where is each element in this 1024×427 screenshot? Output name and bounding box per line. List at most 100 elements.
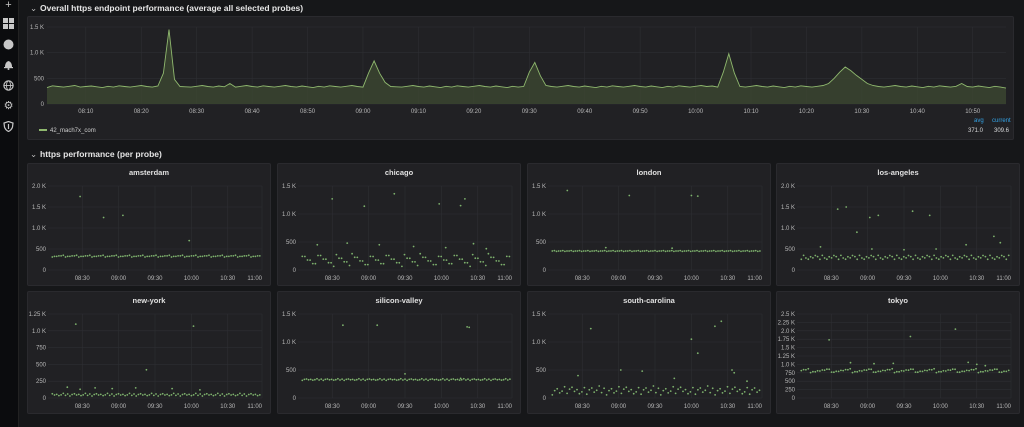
data-point[interactable] <box>234 394 237 397</box>
data-point[interactable] <box>991 257 994 259</box>
data-point[interactable] <box>816 369 819 372</box>
data-point[interactable] <box>717 250 719 252</box>
data-point-outlier[interactable] <box>66 386 69 389</box>
data-point[interactable] <box>559 250 562 252</box>
data-point[interactable] <box>243 393 246 395</box>
data-point[interactable] <box>949 258 952 261</box>
data-point[interactable] <box>809 371 812 374</box>
data-point[interactable] <box>681 250 684 253</box>
data-point[interactable] <box>192 255 195 257</box>
data-point[interactable] <box>828 368 831 371</box>
data-point[interactable] <box>245 255 248 257</box>
data-point[interactable] <box>128 392 131 395</box>
data-point[interactable] <box>881 369 884 372</box>
data-point[interactable] <box>332 265 335 268</box>
data-point[interactable] <box>800 369 803 372</box>
data-point[interactable] <box>439 378 442 381</box>
data-point[interactable] <box>175 255 177 258</box>
data-point[interactable] <box>835 370 838 373</box>
data-point[interactable] <box>710 250 713 252</box>
data-point[interactable] <box>802 368 805 371</box>
data-point[interactable] <box>345 378 348 381</box>
data-point[interactable] <box>117 256 120 258</box>
data-point[interactable] <box>856 258 859 261</box>
data-point[interactable] <box>989 369 991 371</box>
data-point-outlier[interactable] <box>720 320 723 323</box>
plus-icon[interactable]: + <box>5 0 12 11</box>
data-point[interactable] <box>91 395 93 397</box>
data-point-outlier[interactable] <box>873 362 875 365</box>
data-point[interactable] <box>940 255 942 258</box>
data-point[interactable] <box>316 377 318 380</box>
data-point[interactable] <box>972 368 975 371</box>
data-point[interactable] <box>802 254 805 257</box>
data-point[interactable] <box>595 389 598 392</box>
data-point[interactable] <box>381 379 383 381</box>
data-point[interactable] <box>141 254 144 257</box>
data-point[interactable] <box>155 254 157 257</box>
data-point-outlier[interactable] <box>696 352 699 355</box>
data-point[interactable] <box>305 378 308 380</box>
data-point[interactable] <box>573 390 576 393</box>
data-point[interactable] <box>361 260 364 262</box>
data-point[interactable] <box>919 258 921 261</box>
data-point[interactable] <box>738 388 741 391</box>
data-point[interactable] <box>311 262 314 265</box>
data-point[interactable] <box>956 371 959 373</box>
data-point[interactable] <box>177 393 180 395</box>
data-point[interactable] <box>418 378 421 381</box>
data-point[interactable] <box>996 368 998 371</box>
data-point[interactable] <box>440 255 443 258</box>
panel-title[interactable]: amsterdam <box>128 168 170 177</box>
data-point-outlier[interactable] <box>74 323 77 325</box>
data-point[interactable] <box>353 256 356 259</box>
data-point[interactable] <box>716 389 719 392</box>
data-point[interactable] <box>640 393 642 396</box>
data-point[interactable] <box>372 378 375 381</box>
data-point[interactable] <box>731 250 734 253</box>
data-point-outlier[interactable] <box>145 368 148 371</box>
data-point[interactable] <box>984 369 987 372</box>
data-point[interactable] <box>424 256 427 259</box>
data-point[interactable] <box>348 264 351 267</box>
data-point[interactable] <box>608 250 610 252</box>
data-point[interactable] <box>88 393 91 395</box>
data-point[interactable] <box>458 379 461 381</box>
data-point[interactable] <box>51 256 54 258</box>
data-point[interactable] <box>330 378 333 381</box>
data-point[interactable] <box>756 391 758 393</box>
data-point[interactable] <box>97 255 100 257</box>
data-point[interactable] <box>888 368 891 371</box>
data-point[interactable] <box>645 387 647 389</box>
data-point[interactable] <box>672 385 675 388</box>
data-point[interactable] <box>425 378 427 380</box>
data-point[interactable] <box>655 391 657 394</box>
data-point[interactable] <box>241 255 244 258</box>
data-point[interactable] <box>170 394 173 396</box>
data-point[interactable] <box>402 379 404 381</box>
data-point[interactable] <box>694 250 696 252</box>
data-point-outlier[interactable] <box>466 326 468 328</box>
data-point[interactable] <box>706 250 709 253</box>
data-point[interactable] <box>186 255 188 258</box>
data-point-outlier[interactable] <box>459 204 462 207</box>
data-point[interactable] <box>696 249 698 252</box>
data-point[interactable] <box>699 387 702 389</box>
data-point[interactable] <box>469 265 471 268</box>
data-point[interactable] <box>581 391 583 393</box>
data-point-outlier[interactable] <box>79 195 81 198</box>
data-point[interactable] <box>986 370 989 372</box>
data-point-outlier[interactable] <box>79 388 81 391</box>
data-point[interactable] <box>958 371 961 374</box>
data-point-outlier[interactable] <box>836 208 839 210</box>
data-point[interactable] <box>64 394 67 397</box>
data-point[interactable] <box>179 395 182 397</box>
data-point[interactable] <box>366 263 369 266</box>
data-point[interactable] <box>631 250 633 253</box>
data-point[interactable] <box>317 254 319 257</box>
data-point[interactable] <box>666 250 669 252</box>
data-point[interactable] <box>735 250 738 252</box>
data-point[interactable] <box>234 254 237 257</box>
data-point[interactable] <box>977 255 980 258</box>
data-point[interactable] <box>252 255 255 258</box>
